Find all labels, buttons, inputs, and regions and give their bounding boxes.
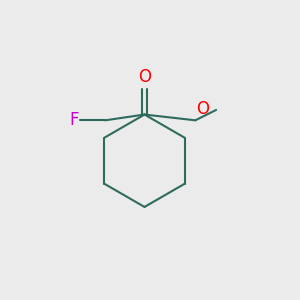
Text: O: O: [196, 100, 209, 118]
Text: O: O: [138, 68, 151, 86]
Text: F: F: [69, 111, 79, 129]
